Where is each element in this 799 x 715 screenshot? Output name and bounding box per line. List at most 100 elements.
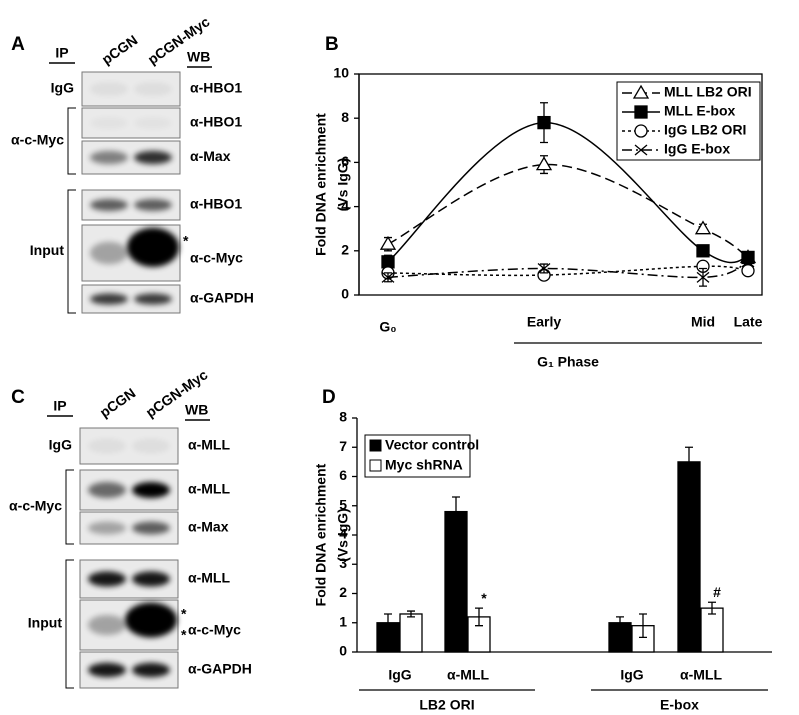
bracket <box>67 107 76 175</box>
error-bar <box>708 601 716 615</box>
panel-letter: C <box>11 387 25 408</box>
series <box>381 259 755 282</box>
bracket <box>65 469 74 545</box>
error-bar <box>616 616 624 630</box>
error-bar <box>384 613 392 633</box>
band <box>134 199 172 211</box>
y-tick-label: 6 <box>339 467 347 483</box>
group-label: IgG <box>49 437 72 453</box>
group-label: Input <box>30 242 65 258</box>
band <box>90 241 128 265</box>
y-tick-label: 2 <box>341 242 349 258</box>
y-tick-label: 8 <box>339 409 347 425</box>
legend-label: MLL E-box <box>664 103 736 119</box>
legend-swatch <box>369 439 382 452</box>
legend-label: Vector control <box>385 437 479 453</box>
group-label: LB2 ORI <box>419 697 474 713</box>
marker <box>634 105 648 119</box>
band <box>88 521 126 535</box>
legend-label: IgG LB2 ORI <box>664 122 746 138</box>
error-bar <box>639 613 647 639</box>
x-tick-label: G₀ <box>379 319 396 335</box>
group-label: α-c-Myc <box>11 132 64 148</box>
bar <box>677 461 701 653</box>
band <box>90 150 128 165</box>
line <box>387 163 749 259</box>
bracket <box>67 189 76 314</box>
wb-label: α-MLL <box>188 481 230 497</box>
y-tick-label: 1 <box>339 613 347 629</box>
series <box>381 256 755 287</box>
legend-label: Myc shRNA <box>385 457 463 473</box>
error-bar <box>475 607 483 627</box>
error-bar <box>685 446 693 478</box>
panel-letter: B <box>325 34 339 55</box>
band <box>134 82 172 96</box>
line <box>387 121 749 264</box>
blot-strip <box>81 107 181 139</box>
wb-label: α-HBO1 <box>190 80 242 96</box>
group-label: IgG <box>51 80 74 96</box>
group-label: E-box <box>660 697 699 713</box>
legend-box <box>364 434 471 478</box>
wb-label: α-HBO1 <box>190 114 242 130</box>
marker <box>632 84 650 99</box>
error-bar <box>407 610 415 618</box>
y-axis-label: (Vs IgG) <box>335 158 351 212</box>
marker <box>634 124 648 138</box>
asterisk: * <box>181 606 187 622</box>
error-bar <box>452 496 460 527</box>
group-label: Input <box>28 615 63 631</box>
band <box>88 662 126 678</box>
x-tick-label: α-MLL <box>447 667 489 683</box>
legend-label: MLL LB2 ORI <box>664 84 752 100</box>
marker <box>696 244 710 258</box>
x-tick-label: IgG <box>388 667 411 683</box>
wb-label: α-GAPDH <box>188 661 252 677</box>
group-label: G₁ Phase <box>537 354 599 370</box>
asterisk: * <box>183 233 189 249</box>
y-axis-label: Fold DNA enrichment <box>313 463 329 606</box>
y-tick-label: 8 <box>341 109 349 125</box>
y-tick-label: 0 <box>339 643 347 659</box>
bracket <box>65 559 74 689</box>
wb-label: α-GAPDH <box>190 290 254 306</box>
annotation: * <box>481 590 487 606</box>
band <box>90 82 128 96</box>
band <box>88 482 126 498</box>
y-tick-label: 4 <box>339 526 347 542</box>
panel-letter: A <box>11 34 25 55</box>
wb-label: α-Max <box>188 519 229 535</box>
y-tick-label: 5 <box>339 496 347 512</box>
bar <box>700 607 724 653</box>
annotation: # <box>713 584 721 600</box>
panel-letter: D <box>322 387 336 408</box>
marker <box>537 262 551 274</box>
marker <box>634 144 648 156</box>
y-axis-label: (Vs IgG) <box>335 508 351 562</box>
line <box>387 261 749 279</box>
band <box>134 150 172 165</box>
plot-frame <box>358 73 763 296</box>
wb-label: α-MLL <box>188 570 230 586</box>
y-tick-label: 3 <box>339 555 347 571</box>
y-tick-label: 6 <box>341 153 349 169</box>
y-tick-label: 4 <box>341 197 349 213</box>
wb-header: WB <box>185 402 208 418</box>
wb-label: α-MLL <box>188 437 230 453</box>
band <box>132 662 170 678</box>
wb-label: α-HBO1 <box>190 196 242 212</box>
marker <box>696 271 710 283</box>
y-tick-label: 2 <box>339 584 347 600</box>
band <box>90 199 128 211</box>
y-tick-label: 0 <box>341 286 349 302</box>
marker <box>381 271 395 283</box>
bar <box>444 510 468 653</box>
lane-label: pCGN <box>99 32 141 68</box>
lane-label: pCGN <box>97 385 139 421</box>
band <box>88 438 126 454</box>
band <box>90 293 128 305</box>
band <box>134 117 172 129</box>
x-tick-label: Mid <box>691 314 715 330</box>
